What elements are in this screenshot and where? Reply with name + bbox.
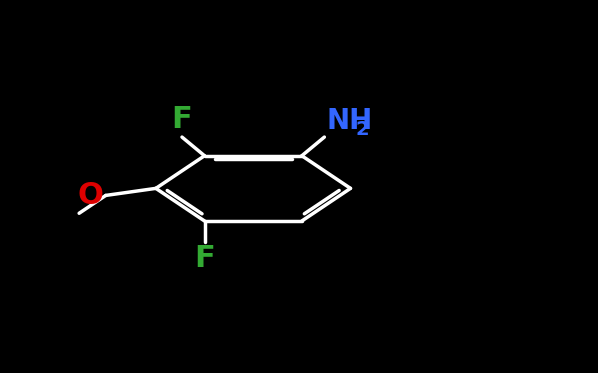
Text: NH: NH [327, 107, 373, 135]
Text: F: F [172, 105, 193, 134]
Text: F: F [194, 244, 215, 273]
Text: O: O [78, 181, 103, 210]
Text: 2: 2 [356, 119, 370, 138]
